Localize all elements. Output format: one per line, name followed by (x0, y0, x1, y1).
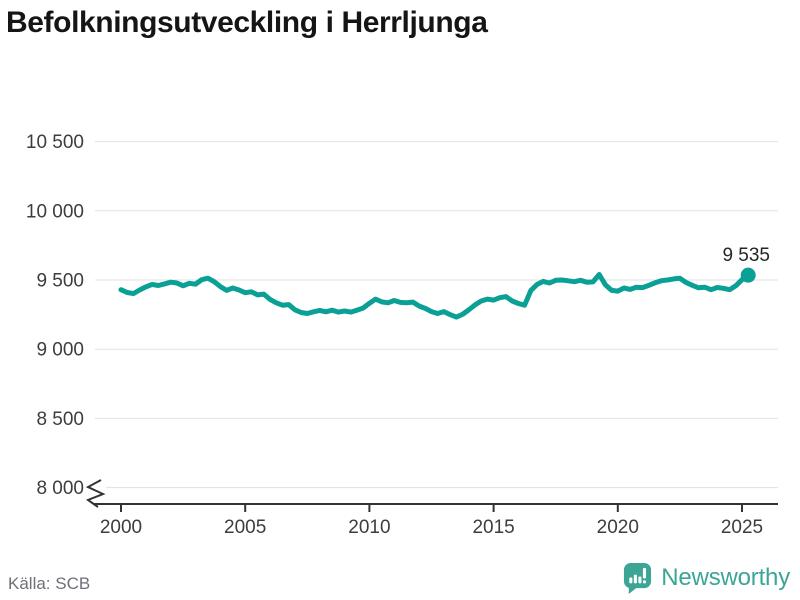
y-tick-label: 10 500 (26, 132, 84, 153)
x-axis: 2000 2005 2010 2015 2020 2025 (93, 503, 778, 538)
y-tick-label: 8 000 (36, 478, 84, 499)
last-value-dot (740, 267, 756, 283)
y-tick-label: 9 500 (36, 271, 84, 292)
page-title: Befolkningsutveckling i Herrljunga (6, 6, 488, 39)
x-tick-label: 2015 (472, 517, 514, 538)
population-line (118, 272, 751, 320)
y-tick-label: 10 000 (26, 201, 84, 222)
y-tick-label: 8 500 (36, 409, 84, 430)
x-tick-label: 2010 (348, 517, 390, 538)
y-axis-labels: 8 000 8 500 9 000 9 500 10 000 10 500 (26, 132, 84, 499)
x-tick-label: 2025 (721, 517, 763, 538)
newsworthy-wordmark: Newsworthy (661, 563, 790, 591)
last-value-label: 9 535 (722, 245, 770, 266)
x-tick-label: 2020 (597, 517, 639, 538)
newsworthy-chart-bubble-icon (624, 562, 652, 594)
y-tick-label: 9 000 (36, 340, 84, 361)
x-tick-label: 2005 (224, 517, 266, 538)
source-note: Källa: SCB (8, 574, 91, 593)
population-series: 9 535 (118, 245, 770, 320)
newsworthy-logo-link[interactable]: Newsworthy (622, 561, 790, 594)
axis-break-zigzag (85, 479, 106, 508)
x-tick-label: 2000 (100, 517, 142, 538)
